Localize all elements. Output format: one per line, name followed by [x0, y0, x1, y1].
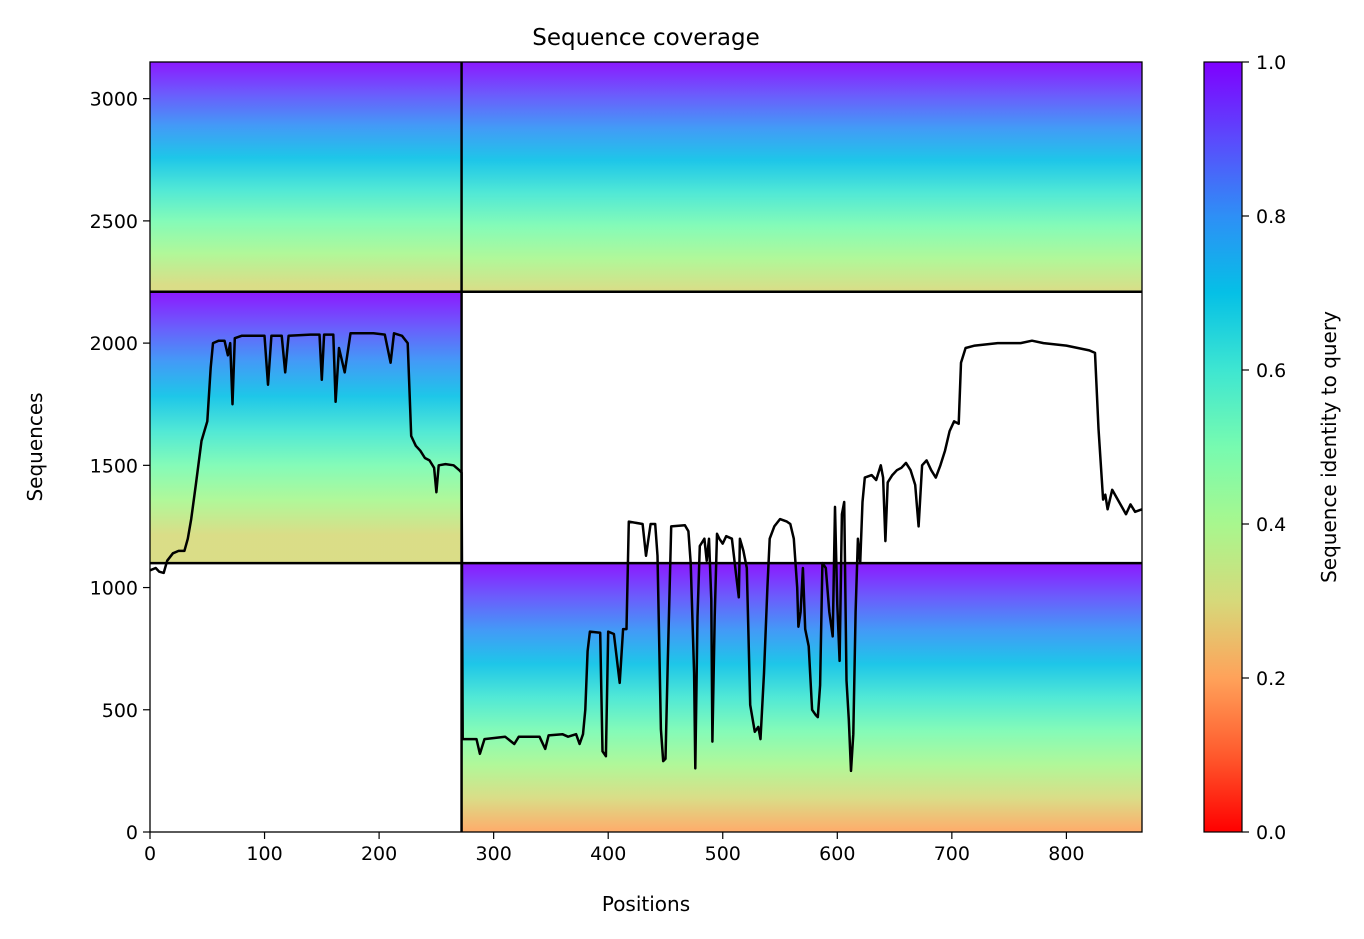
coverage-block — [150, 291, 462, 564]
x-tick-label: 800 — [1048, 843, 1084, 865]
colorbar-tick-label: 0.4 — [1256, 514, 1286, 536]
coverage-line — [150, 332, 1142, 773]
colorbar-tick-label: 0.2 — [1256, 668, 1286, 690]
colorbar-ticks: 0.0 0.2 0.4 0.6 0.8 1.0 — [1242, 52, 1286, 844]
colorbar-tick-label: 0.6 — [1256, 360, 1286, 382]
x-axis-ticks: 0 100 200 300 400 500 600 700 800 — [144, 832, 1085, 865]
x-tick-label: 400 — [590, 843, 626, 865]
coverage-block — [461, 62, 1142, 292]
x-tick-label: 700 — [934, 843, 970, 865]
colorbar: 0.0 0.2 0.4 0.6 0.8 1.0 Sequence identity to … — [1203, 52, 1341, 844]
x-tick-label: 300 — [476, 843, 512, 865]
y-tick-label: 500 — [102, 700, 138, 722]
x-tick-label: 500 — [705, 843, 741, 865]
x-axis-label: Positions — [602, 892, 690, 916]
y-tick-label: 3000 — [90, 89, 138, 111]
y-tick-label: 2000 — [90, 333, 138, 355]
y-tick-label: 1000 — [90, 578, 138, 600]
y-axis-ticks: 0 500 1000 1500 2000 2500 3000 — [90, 89, 150, 844]
colorbar-label: Sequence identity to query — [1317, 311, 1341, 583]
y-axis-label: Sequences — [23, 392, 47, 501]
y-tick-label: 0 — [126, 822, 138, 844]
x-tick-label: 0 — [144, 843, 156, 865]
x-tick-label: 100 — [246, 843, 282, 865]
colorbar-gradient — [1203, 61, 1243, 833]
plot-area — [149, 61, 1143, 833]
colorbar-tick-label: 0.0 — [1256, 822, 1286, 844]
x-tick-label: 200 — [361, 843, 397, 865]
chart-title: Sequence coverage — [532, 25, 760, 51]
y-tick-label: 1500 — [90, 455, 138, 477]
colorbar-tick-label: 0.8 — [1256, 206, 1286, 228]
colorbar-tick-label: 1.0 — [1256, 52, 1286, 74]
y-tick-label: 2500 — [90, 211, 138, 233]
x-tick-label: 600 — [819, 843, 855, 865]
coverage-block — [150, 62, 462, 292]
plot-frame — [149, 61, 1143, 833]
